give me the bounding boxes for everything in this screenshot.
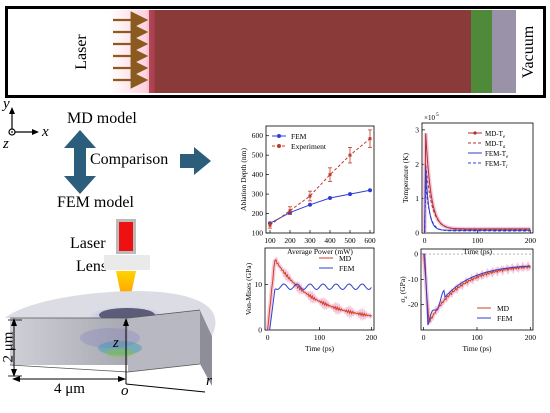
y-tick-label: 400 [252,170,264,179]
radius-dimension-label: 4 μm [54,381,85,397]
y-axis-label: Ablation Depth (nm) [239,148,248,211]
legend-label: Experiment [291,142,327,151]
plot-frame [265,125,375,234]
data-point [368,188,372,193]
y-tick-label: 300 [252,190,264,199]
right-arrow-icon [180,147,211,175]
md-layer-green [471,10,492,93]
data-point [308,194,312,198]
axes-indicator [8,107,39,136]
laser-arrows [113,11,149,89]
data-point [308,202,312,207]
data-point [288,209,292,213]
data-point [328,173,332,177]
data-point [348,192,352,197]
setup-laser-label: Laser [70,235,106,252]
z-axis-label: z [113,335,119,351]
x-tick-label: 200 [284,236,296,245]
x-tick-label: 100 [264,236,276,245]
y-tick-label: 500 [252,151,264,160]
md-model-label: MD model [67,110,137,127]
data-point [368,137,372,141]
legend-label: FEM [291,132,307,141]
x-tick-label: 500 [344,236,356,245]
y-tick-label: 600 [252,131,264,140]
axis-y-label: y [3,96,10,112]
r-axis-label: r [206,373,212,389]
fem-model-label: FEM model [57,194,134,211]
x-tick-label: 400 [324,236,336,245]
y-tick-label: 100 [252,229,264,238]
md-layer-grey [492,10,516,93]
y-tick-label: 200 [252,209,264,218]
origin-label: o [121,383,129,399]
data-point [348,153,352,157]
double-arrow-icon [64,130,96,194]
setup-lens-label: Lens [76,258,108,275]
x-axis-label: Average Power (mW) [287,247,353,256]
x-tick-label: 600 [364,236,376,245]
axis-z-label: z [3,136,9,152]
legend-marker [277,134,281,138]
md-sample [149,10,471,93]
comparison-label: Comparison [90,151,169,168]
series-line [269,189,371,224]
legend-marker [277,144,281,148]
laser-source [116,219,136,254]
data-point [268,223,272,227]
x-tick-label: 300 [304,236,316,245]
series-line [269,138,371,226]
lens [104,255,150,270]
data-point [328,195,332,200]
axis-x-label: x [42,124,49,140]
